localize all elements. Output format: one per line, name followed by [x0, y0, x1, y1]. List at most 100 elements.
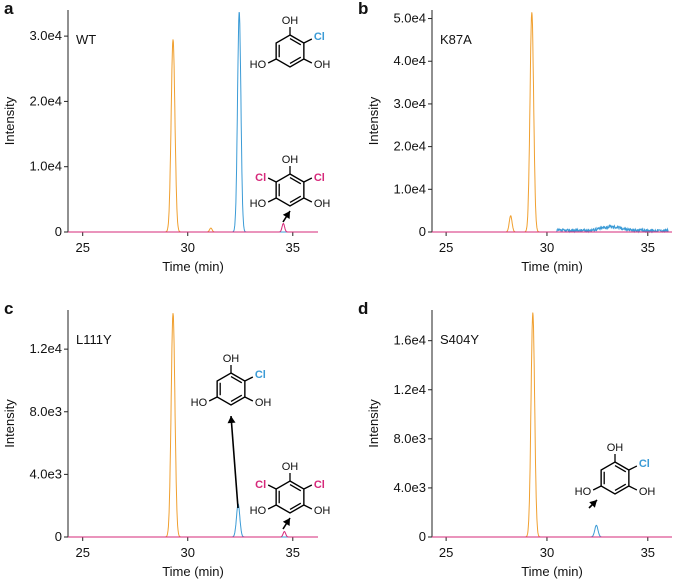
oh-label: OH [255, 397, 272, 409]
y-tick-label: 0 [55, 224, 62, 239]
y-axis-label: Intensity [2, 96, 17, 145]
series-line-blue [68, 503, 318, 538]
x-axis-label: Time (min) [521, 564, 583, 579]
arrow-shaft [230, 415, 239, 509]
x-axis-label: Time (min) [162, 259, 224, 274]
y-tick-label: 0 [419, 529, 426, 544]
series-line-blue [432, 224, 672, 234]
oh-label: OH [282, 154, 299, 166]
oh-label: OH [314, 59, 331, 71]
y-tick-label: 1.6e4 [393, 333, 426, 348]
y-tick-label: 1.0e4 [393, 181, 426, 196]
y-tick-label: 4.0e3 [393, 480, 426, 495]
structure-monochloro-d: OH Cl OH HO [575, 442, 656, 498]
x-tick-label: 25 [75, 545, 89, 560]
bond [267, 58, 277, 64]
oh-label: OH [639, 486, 656, 498]
ho-label: HO [250, 59, 267, 71]
bond [628, 465, 638, 471]
bond [303, 38, 313, 44]
structure-dichloro-c: OH Cl Cl OH HO [250, 461, 331, 517]
structure-dichloro-a: OH Cl Cl OH HO [250, 154, 331, 210]
y-tick-label: 8.0e3 [393, 431, 426, 446]
chlorine-label: Cl [639, 458, 650, 470]
ho-label: HO [250, 198, 267, 210]
ho-label: HO [191, 397, 208, 409]
double-bond [289, 56, 302, 65]
chlorine-label: Cl [255, 369, 266, 381]
series-line-blue [68, 11, 318, 233]
y-tick-label: 1.2e4 [29, 341, 62, 356]
panel-letter: d [358, 299, 368, 318]
benzene-ring [275, 480, 305, 514]
bond [303, 58, 313, 64]
y-tick-label: 4.0e4 [393, 53, 426, 68]
double-bond [289, 483, 302, 492]
double-bond [289, 37, 302, 46]
y-tick-label: 0 [419, 224, 426, 239]
y-tick-label: 3.0e4 [29, 28, 62, 43]
bond [244, 376, 254, 382]
y-tick-label: 1.2e4 [393, 382, 426, 397]
bond [267, 177, 277, 183]
arrow-head [227, 416, 236, 424]
bond [244, 396, 254, 402]
x-tick-label: 30 [540, 545, 554, 560]
bond [267, 504, 277, 510]
x-tick-label: 35 [641, 545, 655, 560]
y-tick-label: 3.0e4 [393, 96, 426, 111]
series-line-blue [432, 524, 672, 538]
double-bond [289, 502, 302, 511]
panel-c: c L111Y 25 30 35 0 4.0e3 8.0e3 1.2e4 Time (min) In… [2, 299, 318, 579]
x-axis-label: Time (min) [162, 564, 224, 579]
bond [267, 484, 277, 490]
x-tick-label: 35 [641, 240, 655, 255]
bond [303, 177, 313, 183]
arrow-head [282, 518, 290, 527]
y-tick-label: 1.0e4 [29, 159, 62, 174]
oh-label: OH [314, 198, 331, 210]
x-tick-label: 25 [439, 240, 453, 255]
series-line-magenta [68, 222, 318, 233]
y-axis-label: Intensity [2, 399, 17, 448]
x-tick-label: 25 [75, 240, 89, 255]
oh-label: OH [607, 442, 624, 454]
oh-label: OH [223, 353, 240, 365]
series-line-orange [68, 39, 318, 233]
variant-label: WT [76, 32, 96, 47]
panel-letter: a [4, 0, 14, 18]
panel-a: a WT 25 30 35 0 1.0e4 2.0e4 3.0e4 Time (min) Inten… [2, 0, 318, 274]
panel-letter: c [4, 299, 13, 318]
arrow-head [282, 211, 290, 220]
x-tick-label: 25 [439, 545, 453, 560]
x-tick-label: 30 [181, 240, 195, 255]
y-tick-label: 2.0e4 [29, 93, 62, 108]
arrow-a [282, 210, 291, 223]
bond [267, 197, 277, 203]
bond [592, 485, 602, 491]
variant-label: S404Y [440, 332, 479, 347]
variant-label: K87A [440, 32, 472, 47]
panel-d: d S404Y 25 30 35 0 4.0e3 8.0e3 1.2e4 1.6e4 Time (m… [358, 299, 672, 579]
bond [303, 504, 313, 510]
bond [208, 396, 218, 402]
double-bond [230, 394, 243, 403]
benzene-ring [275, 173, 305, 207]
benzene-ring [600, 461, 630, 495]
panel-letter: b [358, 0, 368, 18]
double-bond [614, 483, 627, 492]
oh-label: OH [282, 15, 299, 27]
x-tick-label: 35 [286, 240, 300, 255]
double-bond [289, 176, 302, 185]
bond [303, 484, 313, 490]
chlorine-label: Cl [255, 479, 266, 491]
x-tick-label: 30 [181, 545, 195, 560]
y-axis-label: Intensity [366, 399, 381, 448]
y-tick-label: 2.0e4 [393, 139, 426, 154]
chlorine-label: Cl [314, 31, 325, 43]
y-tick-label: 4.0e3 [29, 466, 62, 481]
panel-b: b K87A 25 30 35 0 1.0e4 2.0e4 3.0e4 4.0e4 5.0e4 Tim… [358, 0, 672, 274]
chlorine-label: Cl [314, 172, 325, 184]
x-tick-label: 35 [286, 545, 300, 560]
